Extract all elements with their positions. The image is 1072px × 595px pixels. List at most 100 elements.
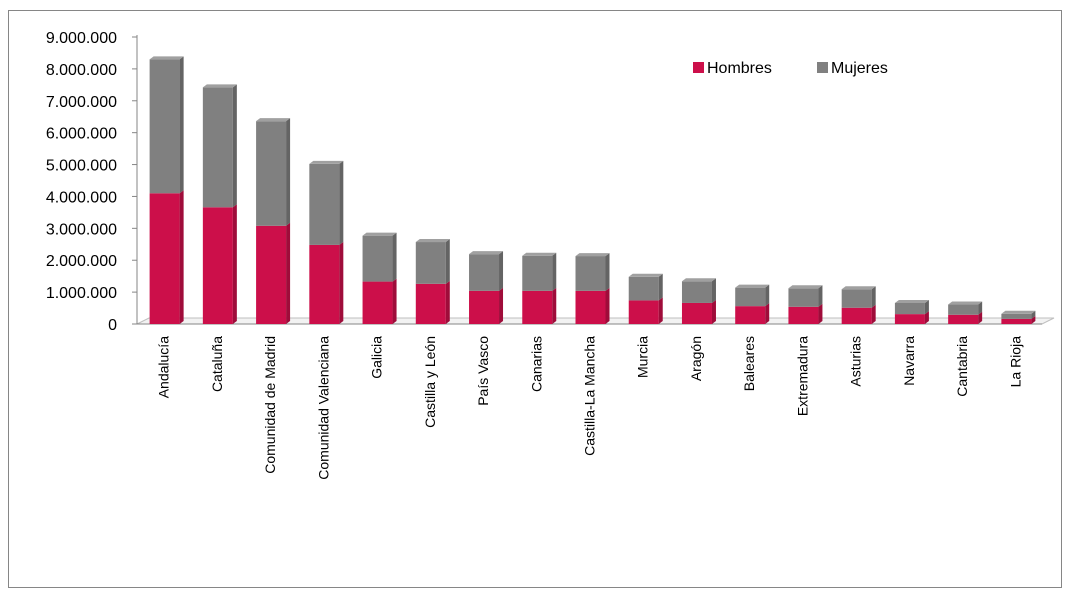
x-label-andalucia: Andalucía	[156, 336, 172, 398]
bar-side-galicia-hombres	[392, 278, 397, 324]
bar-side-andalucia-hombres	[179, 190, 184, 324]
bar-top-cantabria-mujeres	[948, 301, 983, 305]
bar-andalucia-mujeres	[149, 56, 184, 194]
bar-baleares-hombres	[735, 303, 770, 324]
x-label-aragon: Aragón	[688, 336, 704, 381]
bar-top-comunidad-de-madrid-mujeres	[256, 118, 291, 122]
bar-side-baleares-hombres	[765, 303, 770, 324]
bar-top-la-rioja-mujeres	[1001, 310, 1036, 314]
x-label-asturias: Asturias	[848, 336, 864, 387]
x-axis-labels: Andalucía Cataluña Comunidad de Madrid Comu…	[156, 336, 1024, 480]
bar-canarias-mujeres	[522, 252, 557, 291]
x-label-navarra: Navarra	[901, 336, 917, 386]
bar-asturias-mujeres	[841, 286, 876, 308]
x-label-galicia: Galicia	[369, 336, 385, 379]
bar-front-baleares-mujeres	[735, 287, 766, 307]
bar-front-cataluna-mujeres	[202, 87, 233, 208]
x-label-cataluna: Cataluña	[209, 336, 225, 392]
bar-top-asturias-mujeres	[841, 286, 876, 290]
bar-front-navarra-hombres	[894, 314, 925, 324]
bar-side-cataluna-hombres	[232, 204, 237, 324]
bar-top-extremadura-mujeres	[788, 285, 823, 289]
x-label-comunidad-de-madrid: Comunidad de Madrid	[262, 336, 278, 474]
bar-side-castilla-y-leon-hombres	[445, 280, 450, 324]
bar-comunidad-valenciana-mujeres	[309, 160, 344, 245]
y-tick-label: 8.000.000	[46, 62, 117, 79]
bar-side-pais-vasco-mujeres	[499, 251, 504, 291]
bar-front-aragon-hombres	[681, 302, 712, 324]
bar-side-extremadura-hombres	[818, 303, 823, 324]
bar-front-asturias-hombres	[841, 307, 872, 324]
bar-side-la-rioja-mujeres	[1031, 310, 1036, 319]
bar-front-baleares-hombres	[735, 306, 766, 324]
bar-front-navarra-mujeres	[894, 302, 925, 315]
x-label-comunidad-valenciana: Comunidad Valenciana	[315, 336, 331, 480]
bar-top-canarias-mujeres	[522, 252, 557, 256]
bar-galicia-hombres	[362, 278, 397, 324]
bar-side-aragon-hombres	[711, 299, 716, 324]
bar-asturias-hombres	[841, 304, 876, 324]
bar-extremadura-mujeres	[788, 285, 823, 307]
bar-front-canarias-hombres	[522, 290, 553, 324]
bar-aragon-mujeres	[681, 278, 716, 303]
bar-castilla-y-leon-mujeres	[415, 239, 450, 284]
bar-side-murcia-mujeres	[658, 273, 663, 301]
bar-castilla-la-mancha-mujeres	[575, 253, 610, 291]
bar-front-murcia-hombres	[628, 300, 659, 324]
y-tick-label: 9.000.000	[46, 30, 117, 47]
bar-front-castilla-y-leon-mujeres	[415, 242, 446, 284]
bar-side-cataluna-mujeres	[232, 84, 237, 208]
bar-top-pais-vasco-mujeres	[469, 251, 504, 255]
bar-comunidad-de-madrid-mujeres	[256, 118, 291, 226]
bar-front-cantabria-mujeres	[948, 304, 979, 315]
bar-front-comunidad-de-madrid-hombres	[256, 225, 287, 324]
legend-swatch-mujeres	[817, 62, 828, 73]
bar-front-canarias-mujeres	[522, 255, 553, 291]
bar-top-comunidad-valenciana-mujeres	[309, 160, 344, 164]
legend-label-mujeres: Mujeres	[831, 60, 888, 77]
bar-side-extremadura-mujeres	[818, 285, 823, 307]
bar-front-castilla-y-leon-hombres	[415, 283, 446, 324]
bar-front-andalucia-hombres	[149, 193, 180, 324]
bar-extremadura-hombres	[788, 303, 823, 324]
y-tick-label: 6.000.000	[46, 126, 117, 143]
bar-top-murcia-mujeres	[628, 273, 663, 277]
bar-murcia-hombres	[628, 297, 663, 324]
bar-cantabria-hombres	[948, 311, 983, 324]
bar-andalucia-hombres	[149, 190, 184, 324]
bar-side-canarias-hombres	[552, 287, 557, 324]
bar-front-murcia-mujeres	[628, 276, 659, 301]
y-tick-label: 0	[108, 317, 117, 334]
bar-top-castilla-y-leon-mujeres	[415, 239, 450, 243]
bar-front-asturias-mujeres	[841, 289, 872, 308]
bar-top-baleares-mujeres	[735, 284, 770, 288]
y-tick-label: 5.000.000	[46, 158, 117, 175]
bar-la-rioja-hombres	[1001, 315, 1036, 324]
bar-front-galicia-hombres	[362, 281, 393, 324]
bar-cataluna-hombres	[202, 204, 237, 324]
bar-side-galicia-mujeres	[392, 232, 397, 282]
bar-front-comunidad-valenciana-hombres	[309, 244, 340, 324]
bar-side-asturias-mujeres	[871, 286, 876, 308]
bar-cataluna-mujeres	[202, 84, 237, 208]
bar-galicia-mujeres	[362, 232, 397, 282]
x-label-la-rioja: La Rioja	[1007, 336, 1023, 388]
bar-navarra-hombres	[894, 311, 929, 324]
bar-cantabria-mujeres	[948, 301, 983, 315]
bar-top-andalucia-mujeres	[149, 56, 184, 60]
bar-comunidad-de-madrid-hombres	[256, 222, 291, 324]
bar-side-navarra-mujeres	[924, 299, 929, 315]
bar-baleares-mujeres	[735, 284, 770, 307]
bar-front-andalucia-mujeres	[149, 59, 180, 194]
bar-side-pais-vasco-hombres	[499, 287, 504, 324]
bar-side-asturias-hombres	[871, 304, 876, 324]
bar-front-aragon-mujeres	[681, 281, 712, 303]
bar-side-murcia-hombres	[658, 297, 663, 324]
bar-front-galicia-mujeres	[362, 235, 393, 282]
bar-side-la-rioja-hombres	[1031, 315, 1036, 324]
bar-side-comunidad-de-madrid-mujeres	[286, 118, 291, 226]
bar-front-extremadura-hombres	[788, 306, 819, 324]
bar-top-aragon-mujeres	[681, 278, 716, 282]
legend: Hombres Mujeres	[693, 60, 888, 77]
bar-side-navarra-hombres	[924, 311, 929, 324]
